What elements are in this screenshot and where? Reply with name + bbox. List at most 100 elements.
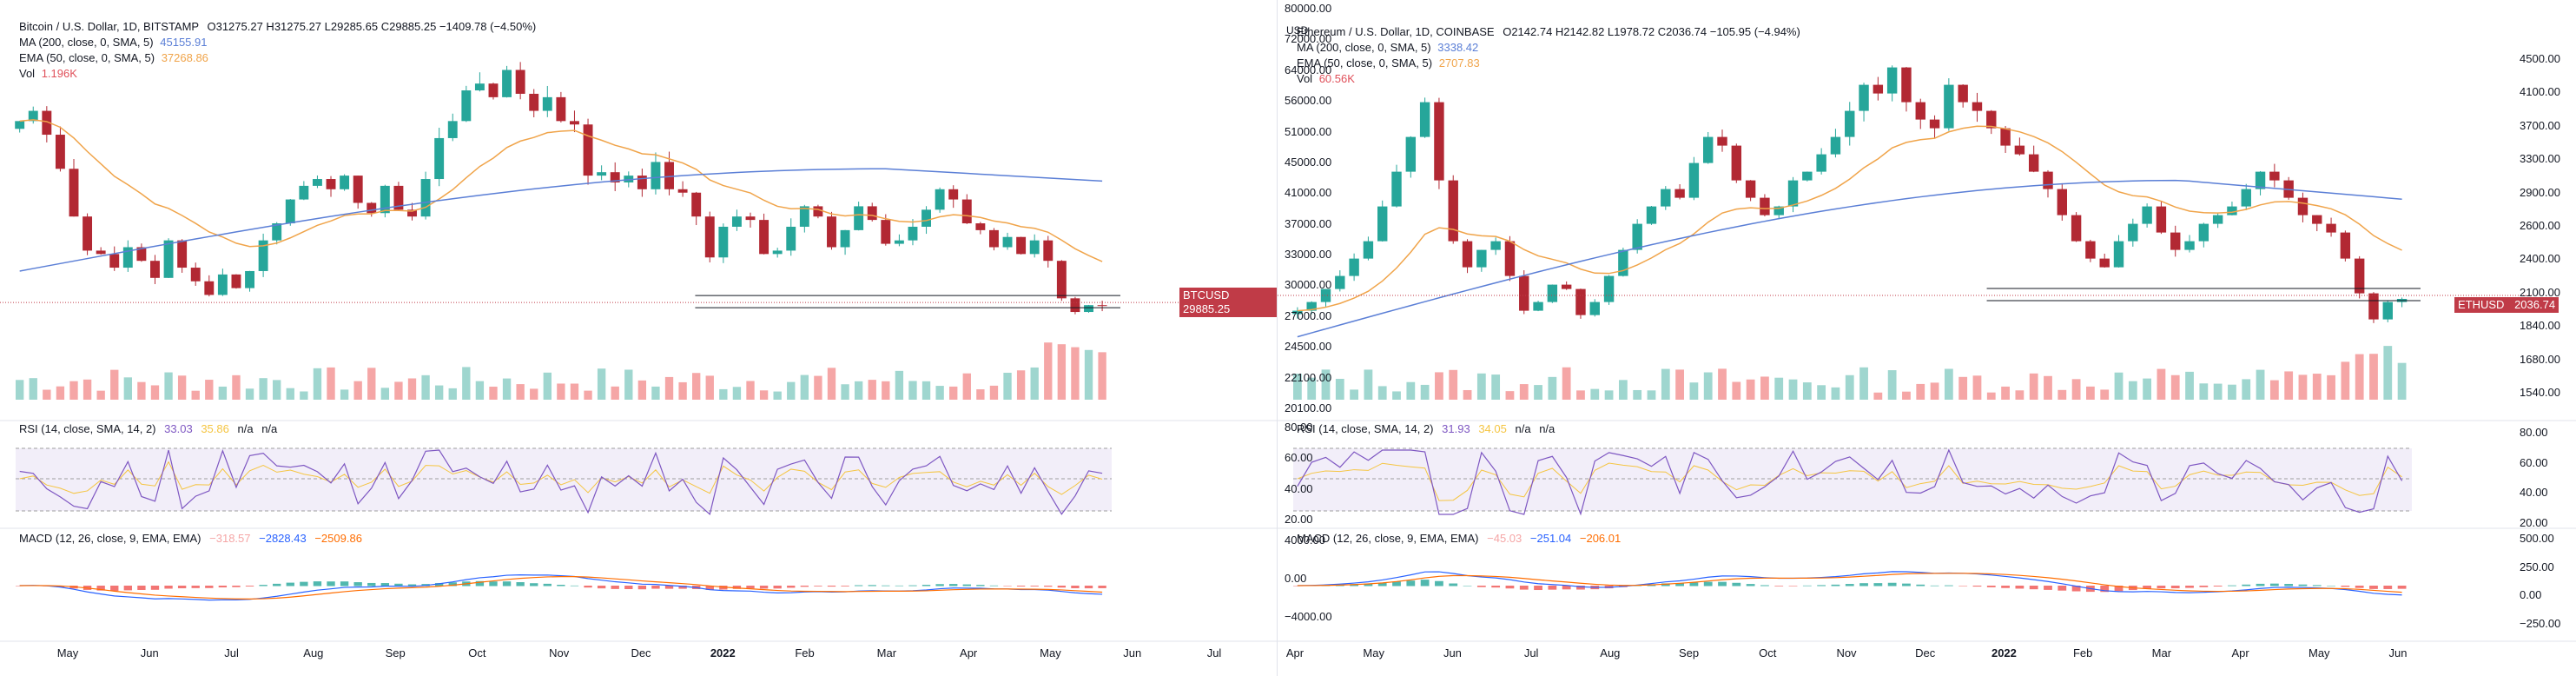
btc-volume-bar [516,384,525,400]
eth-ma-label[interactable]: MA (200, close, 0, SMA, 5) [1297,41,1431,54]
eth-price-inner-axis-label: 56000.00 [1285,94,1332,108]
btc-symbol-title[interactable]: Bitcoin / U.S. Dollar, 1D, BITSTAMP [19,20,199,33]
eth-macd-histogram-bar [1887,582,1897,587]
eth-rsi-inner-axis-label: 40.00 [1285,481,1313,495]
eth-macd-inner-axis-label: 4000.00 [1285,534,1325,547]
btc-macd-histogram-bar [664,586,674,589]
eth-volume-bar [2071,379,2081,400]
btc-macd-histogram-bar [895,585,904,587]
eth-candle-body [1519,275,1529,311]
btc-time-axis-label: Jul [1206,646,1222,659]
btc-candle-body [217,274,228,295]
btc-ma-label[interactable]: MA (200, close, 0, SMA, 5) [19,36,154,49]
eth-ema-label[interactable]: EMA (50, close, 0, SMA, 5) [1297,56,1433,70]
btc-candle-body [312,179,322,186]
btc-chart-panel[interactable]: Bitcoin / U.S. Dollar, 1D, BITSTAMP O312… [0,0,1277,676]
btc-candle-body [367,202,377,214]
eth-candle-body [2269,171,2280,181]
btc-candle-body [28,110,38,122]
eth-rsi-label[interactable]: RSI (14, close, SMA, 14, 2) [1297,422,1434,435]
btc-candle-body [1029,240,1040,255]
eth-rsi-inner-axis-label: 20.00 [1285,513,1313,526]
btc-volume-bar [624,369,633,400]
eth-candle-body [1688,162,1700,198]
eth-macd-inner-axis-label: −4000.00 [1285,610,1332,623]
eth-candle-body [1462,241,1473,268]
eth-macd-histogram-bar [1703,581,1713,587]
eth-macd-histogram-bar [2355,586,2364,588]
btc-volume-bar [976,389,985,400]
btc-macd-signal-line [19,575,1103,600]
btc-macd-histogram-bar [949,584,958,587]
eth-vol-label[interactable]: Vol [1297,72,1313,85]
eth-symbol-title[interactable]: Ethereum / U.S. Dollar, 1D, COINBASE [1297,25,1495,38]
eth-rsi-na-1: n/a [1515,422,1531,435]
eth-candle-body [2014,145,2025,155]
eth-price-outer-axis-label: 2600.00 [2520,219,2560,232]
btc-candle-body [96,250,106,255]
btc-chart-canvas[interactable] [0,0,1277,676]
btc-macd-histogram-bar [150,586,160,590]
eth-volume-bar [1476,373,1486,400]
btc-vol-label[interactable]: Vol [19,67,36,80]
eth-volume-bar [2029,373,2038,400]
btc-time-axis-label: Jun [1123,646,1142,659]
btc-macd-histogram-bar [177,586,187,589]
btc-rsi-value: 33.03 [164,422,193,435]
btc-macd-histogram-bar [367,582,376,587]
btc-macd-histogram-bar [286,582,294,587]
btc-macd-histogram-bar [746,586,755,589]
eth-macd-histogram-bar [2242,584,2251,587]
eth-volume-bar [2327,374,2335,400]
eth-candle-body [1674,189,1685,198]
eth-volume-bar [1916,383,1925,400]
eth-macd-label[interactable]: MACD (12, 26, close, 9, EMA, EMA) [1297,532,1479,545]
btc-rsi-legend: RSI (14, close, SMA, 14, 2) 33.03 35.86 … [19,422,282,435]
btc-candle-body [42,110,52,136]
eth-macd-histogram-bar [1562,586,1571,590]
btc-macd-label[interactable]: MACD (12, 26, close, 9, EMA, EMA) [19,532,201,545]
eth-price-inner-axis-label: 45000.00 [1285,155,1332,169]
eth-candle-body [2312,215,2322,224]
eth-candle-body [2255,171,2266,189]
eth-volume-bar [1534,385,1542,400]
eth-price-outer-axis-label: 1680.00 [2520,352,2560,366]
btc-macd-histogram-bar [380,583,390,587]
eth-chart-canvas[interactable] [1278,0,2576,676]
btc-macd-histogram-bar [502,581,512,587]
eth-macd-histogram-bar [1519,586,1529,590]
eth-volume-bar [1449,369,1458,400]
eth-volume-bar [1661,368,1670,400]
btc-rsi-label[interactable]: RSI (14, close, SMA, 14, 2) [19,422,156,435]
eth-chart-panel[interactable]: USD Ethereum / U.S. Dollar, 1D, COINBASE… [1277,0,2576,676]
eth-macd-histogram-bar [1377,582,1387,587]
btc-candle-body [231,274,241,288]
btc-time-axis-label: Apr [960,646,978,659]
eth-time-axis-label: 2022 [1991,646,2017,659]
btc-macd-histogram-bar [705,586,714,590]
eth-candle-body [1986,110,1997,129]
btc-volume-bar [543,372,552,400]
eth-macd-histogram-bar [2327,585,2335,587]
btc-candle-body [799,206,809,227]
btc-tag-symbol: BTCUSD [1183,288,1230,302]
btc-ema-label[interactable]: EMA (50, close, 0, SMA, 5) [19,51,155,64]
eth-candle-body [1661,189,1671,207]
btc-candle-body [894,240,904,244]
eth-volume-bar [2312,374,2322,400]
btc-time-axis-label: Jun [140,646,159,659]
eth-volume-bar [2170,374,2180,400]
btc-candle-body [299,185,309,200]
btc-volume-bar [1016,370,1026,400]
eth-volume-bar [2057,389,2067,400]
eth-price-outer-axis-label: 4100.00 [2520,85,2560,99]
btc-macd-histogram-bar [1016,586,1026,587]
btc-macd-histogram-bar [962,584,971,587]
btc-candle-body [83,216,93,251]
btc-macd-histogram-bar [827,586,836,587]
eth-rsi-outer-axis-label: 80.00 [2520,426,2548,439]
eth-volume-bar [1859,367,1868,400]
btc-candle-body [570,121,579,125]
eth-ma-value: 3338.42 [1437,41,1479,54]
eth-candle-body [2028,154,2039,172]
